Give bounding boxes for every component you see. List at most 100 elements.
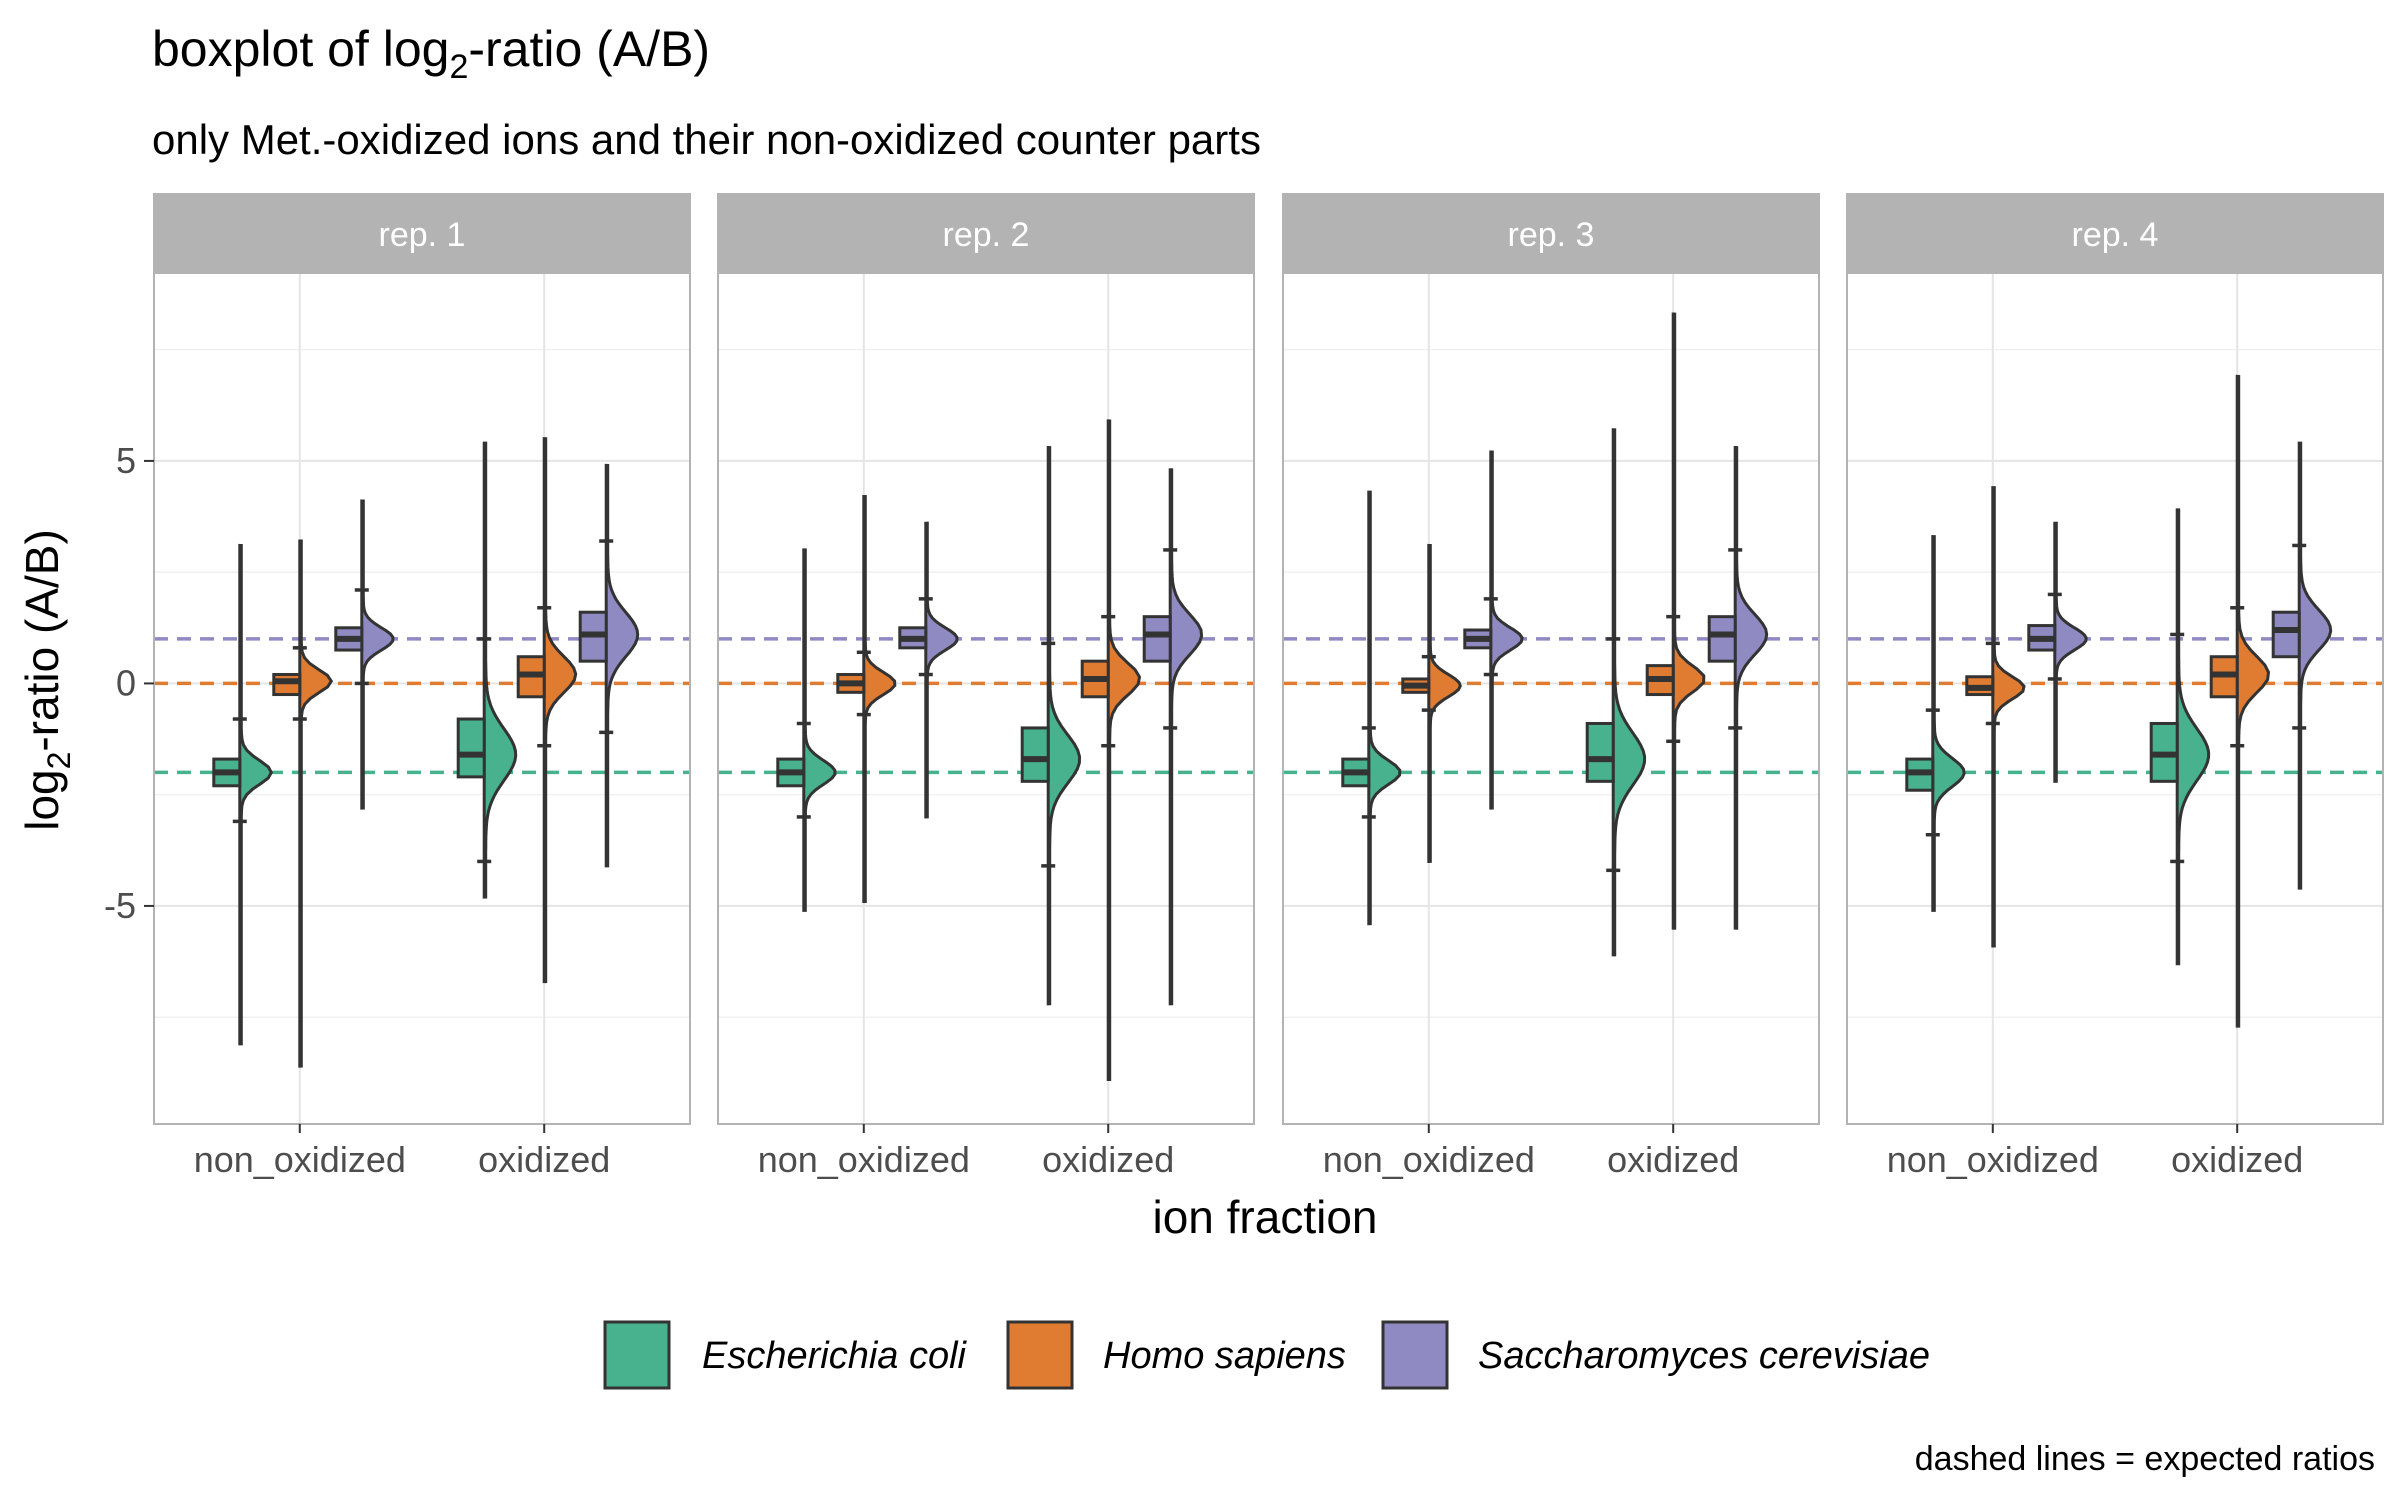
box-body [456, 717, 486, 779]
violin-oxidized-escherichia-coli [2175, 508, 2211, 966]
y-tick-label: 5 [116, 440, 136, 481]
violin-oxidized-saccharomyces-cerevisiae [1168, 468, 1204, 1006]
box-non_oxidized-homo-sapiens [272, 539, 334, 1068]
violin-non_oxidized-saccharomyces-cerevisiae [2053, 521, 2088, 783]
legend-item-saccharomyces-cerevisiae: Saccharomyces cerevisiae [1381, 1320, 1930, 1390]
x-tick-label: oxidized [2171, 1139, 2303, 1180]
box-non_oxidized-homo-sapiens [1965, 486, 2026, 948]
legend-swatch [603, 1320, 671, 1390]
box-non_oxidized-escherichia-coli [1341, 490, 1402, 926]
violin-non_oxidized-homo-sapiens [1427, 543, 1462, 863]
facet-panel-4: rep. 4 non_oxidized oxidized [1846, 193, 2384, 1180]
legend-swatch [1006, 1320, 1074, 1390]
box-non_oxidized-saccharomyces-cerevisiae [2027, 521, 2088, 783]
facet-strip [1847, 194, 2383, 274]
panel-border [1282, 193, 1820, 1125]
legend-swatch [1381, 1320, 1449, 1390]
box-non_oxidized-saccharomyces-cerevisiae [898, 521, 959, 819]
violin-non_oxidized-homo-sapiens [1991, 486, 2026, 948]
violin-non_oxidized-escherichia-coli [802, 548, 837, 912]
box-non_oxidized-saccharomyces-cerevisiae [334, 499, 395, 810]
panel-background [154, 274, 690, 1124]
facet-panel-2: rep. 2 non_oxidized oxidized [717, 193, 1255, 1180]
x-tick-label: non_oxidized [758, 1139, 970, 1180]
box-oxidized-homo-sapiens [1645, 312, 1706, 930]
facet-strip-label: rep. 4 [2072, 216, 2159, 254]
box-body [1585, 721, 1615, 783]
facet-strip [1283, 194, 1819, 274]
x-axis-title: ion fraction [1152, 1191, 1377, 1243]
box-oxidized-saccharomyces-cerevisiae [1707, 446, 1769, 930]
panel-border [1846, 193, 2384, 1125]
box-oxidized-escherichia-coli [1020, 446, 1082, 1006]
x-tick-label: oxidized [1042, 1139, 1174, 1180]
box-body [1707, 615, 1737, 663]
violin-oxidized-escherichia-coli [1611, 428, 1647, 957]
violin-non_oxidized-saccharomyces-cerevisiae [360, 499, 395, 810]
panel-border [717, 193, 1255, 1125]
chart-caption: dashed lines = expected ratios [1915, 1440, 2375, 1478]
facet-strip [718, 194, 1254, 274]
violin-non_oxidized-saccharomyces-cerevisiae [924, 521, 959, 819]
box-oxidized-homo-sapiens [1080, 419, 1142, 1081]
box-oxidized-saccharomyces-cerevisiae [578, 463, 640, 868]
violin-oxidized-homo-sapiens [2235, 374, 2271, 1028]
violin-non_oxidized-homo-sapiens [298, 539, 334, 1068]
legend-label: Saccharomyces cerevisiae [1478, 1335, 1930, 1377]
x-tick-label: non_oxidized [194, 1139, 406, 1180]
facet-strip [154, 194, 690, 274]
panel-background [718, 274, 1254, 1124]
legend: Escherichia coli Homo sapiens Saccharomyce… [603, 1320, 1930, 1390]
y-tick-label: 0 [116, 662, 136, 703]
violin-oxidized-escherichia-coli [1046, 446, 1082, 1006]
violin-non_oxidized-escherichia-coli [1367, 490, 1402, 926]
violin-non_oxidized-saccharomyces-cerevisiae [1489, 450, 1524, 810]
box-non_oxidized-homo-sapiens [836, 494, 897, 904]
facet-panel-1: rep. 1 non_oxidized oxidized [153, 193, 691, 1180]
box-body [2271, 610, 2301, 659]
ylabel-base: 2 [41, 752, 77, 770]
y-axis-title: log2-ratio (A/B) [16, 529, 77, 831]
violin-oxidized-saccharomyces-cerevisiae [2297, 441, 2333, 890]
box-non_oxidized-escherichia-coli [212, 543, 274, 1046]
legend-label: Escherichia coli [702, 1335, 968, 1377]
box-oxidized-saccharomyces-cerevisiae [2271, 441, 2333, 890]
box-non_oxidized-saccharomyces-cerevisiae [1463, 450, 1524, 810]
facet-strip-label: rep. 1 [379, 216, 466, 254]
violin-oxidized-escherichia-coli [482, 441, 518, 899]
facet-strip-label: rep. 2 [943, 216, 1030, 254]
violin-non_oxidized-escherichia-coli [238, 543, 274, 1046]
facet-strip-label: rep. 3 [1508, 216, 1595, 254]
violin-oxidized-homo-sapiens [1106, 419, 1142, 1081]
x-tick-label: non_oxidized [1323, 1139, 1535, 1180]
panel-background [1283, 274, 1819, 1124]
violin-oxidized-saccharomyces-cerevisiae [604, 463, 640, 868]
box-oxidized-escherichia-coli [456, 441, 518, 899]
chart-title: boxplot of log2-ratio (A/B) [152, 21, 710, 86]
ylabel-suffix: -ratio (A/B) [16, 529, 68, 751]
y-tick-label: -5 [104, 885, 136, 926]
x-tick-label: non_oxidized [1887, 1139, 2099, 1180]
box-non_oxidized-homo-sapiens [1401, 543, 1462, 863]
facet-panels: rep. 1 non_oxidized oxidized rep. 2 non_oxid… [153, 193, 2384, 1180]
title-base: 2 [449, 48, 468, 86]
legend-label: Homo sapiens [1103, 1335, 1346, 1377]
box-non_oxidized-escherichia-coli [776, 548, 837, 912]
panel-border [153, 193, 691, 1125]
title-prefix: boxplot of [152, 21, 383, 77]
legend-item-homo-sapiens: Homo sapiens [1006, 1320, 1346, 1390]
box-oxidized-homo-sapiens [516, 437, 578, 984]
box-body [1020, 726, 1050, 783]
box-oxidized-escherichia-coli [2149, 508, 2211, 966]
box-oxidized-escherichia-coli [1585, 428, 1647, 957]
ylabel-log: log [16, 769, 68, 830]
y-axis: -5 0 5 [104, 440, 154, 926]
violin-non_oxidized-escherichia-coli [1931, 535, 1966, 912]
violin-oxidized-homo-sapiens [542, 437, 578, 984]
x-tick-label: oxidized [1607, 1139, 1739, 1180]
x-tick-label: oxidized [478, 1139, 610, 1180]
box-body [1142, 615, 1172, 663]
chart-subtitle: only Met.-oxidized ions and their non-ox… [152, 116, 1261, 163]
title-suffix: -ratio (A/B) [468, 21, 710, 77]
